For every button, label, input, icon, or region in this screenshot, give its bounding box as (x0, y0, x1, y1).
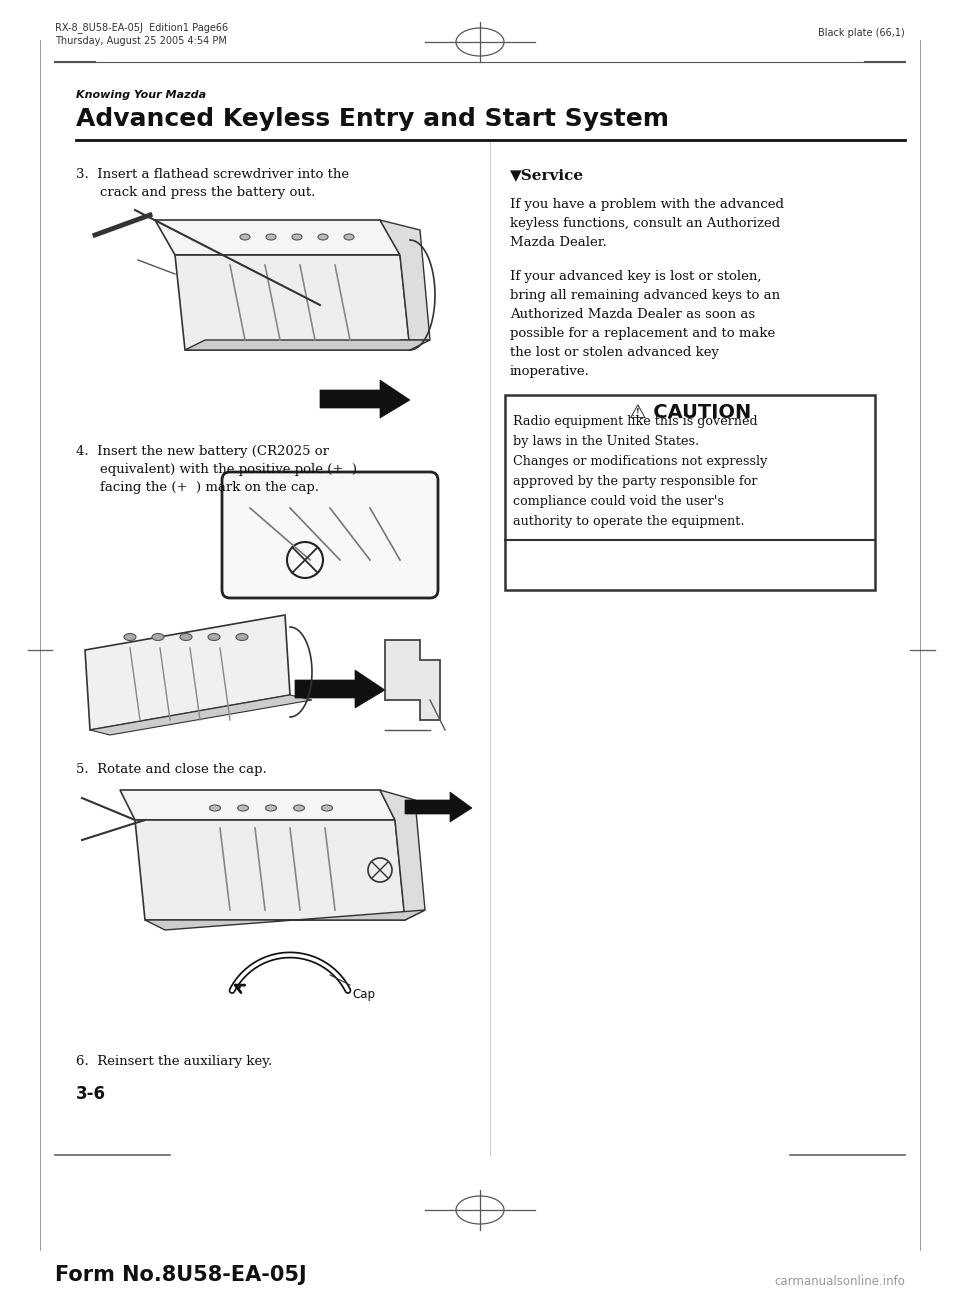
Polygon shape (380, 790, 425, 921)
Polygon shape (185, 340, 430, 350)
Ellipse shape (294, 806, 304, 811)
Text: 4.  Insert the new battery (CR2025 or: 4. Insert the new battery (CR2025 or (76, 445, 329, 458)
Polygon shape (120, 790, 395, 820)
Polygon shape (320, 380, 410, 418)
Polygon shape (85, 615, 290, 731)
Text: compliance could void the user's: compliance could void the user's (513, 495, 724, 508)
Ellipse shape (344, 234, 354, 240)
Ellipse shape (236, 634, 248, 640)
Text: carmanualsonline.info: carmanualsonline.info (774, 1275, 905, 1288)
Text: 3-6: 3-6 (76, 1085, 106, 1103)
Polygon shape (175, 255, 410, 350)
Text: ⚠ CAUTION: ⚠ CAUTION (629, 403, 751, 422)
Polygon shape (385, 640, 440, 720)
Text: RX-8_8U58-EA-05J  Edition1 Page66: RX-8_8U58-EA-05J Edition1 Page66 (55, 22, 228, 32)
Text: Thursday, August 25 2005 4:54 PM: Thursday, August 25 2005 4:54 PM (55, 36, 227, 47)
Ellipse shape (237, 806, 249, 811)
Ellipse shape (240, 234, 250, 240)
Text: possible for a replacement and to make: possible for a replacement and to make (510, 327, 776, 340)
Text: inoperative.: inoperative. (510, 365, 589, 378)
Text: ▼Service: ▼Service (510, 168, 584, 182)
Ellipse shape (266, 234, 276, 240)
Ellipse shape (209, 806, 221, 811)
FancyBboxPatch shape (222, 472, 438, 597)
Text: Radio equipment like this is governed: Radio equipment like this is governed (513, 415, 757, 428)
Text: Form No.8U58-EA-05J: Form No.8U58-EA-05J (55, 1265, 306, 1285)
Text: Advanced Keyless Entry and Start System: Advanced Keyless Entry and Start System (76, 107, 669, 131)
Text: Black plate (66,1): Black plate (66,1) (818, 28, 905, 37)
Text: Mazda Dealer.: Mazda Dealer. (510, 237, 607, 250)
Ellipse shape (292, 234, 302, 240)
Text: If your advanced key is lost or stolen,: If your advanced key is lost or stolen, (510, 270, 761, 283)
Ellipse shape (318, 234, 328, 240)
Polygon shape (405, 793, 472, 822)
Bar (505, 394, 875, 590)
Polygon shape (135, 820, 405, 921)
Text: Cap: Cap (352, 988, 375, 1001)
Polygon shape (145, 910, 425, 930)
Text: equivalent) with the positive pole (+  ): equivalent) with the positive pole (+ ) (100, 463, 357, 476)
Text: authority to operate the equipment.: authority to operate the equipment. (513, 515, 745, 528)
Text: keyless functions, consult an Authorized: keyless functions, consult an Authorized (510, 217, 780, 230)
Ellipse shape (208, 634, 220, 640)
Text: bring all remaining advanced keys to an: bring all remaining advanced keys to an (510, 290, 780, 303)
Polygon shape (295, 670, 385, 709)
Text: Changes or modifications not expressly: Changes or modifications not expressly (513, 455, 767, 468)
Text: If you have a problem with the advanced: If you have a problem with the advanced (510, 198, 784, 211)
Text: by laws in the United States.: by laws in the United States. (513, 434, 699, 447)
Polygon shape (380, 220, 430, 350)
Text: crack and press the battery out.: crack and press the battery out. (100, 186, 316, 199)
Text: the lost or stolen advanced key: the lost or stolen advanced key (510, 347, 719, 359)
Ellipse shape (180, 634, 192, 640)
Ellipse shape (124, 634, 136, 640)
Text: 5.  Rotate and close the cap.: 5. Rotate and close the cap. (76, 763, 267, 776)
Text: 6.  Reinsert the auxiliary key.: 6. Reinsert the auxiliary key. (76, 1055, 273, 1068)
Text: facing the (+  ) mark on the cap.: facing the (+ ) mark on the cap. (100, 481, 319, 494)
Ellipse shape (322, 806, 332, 811)
Polygon shape (90, 696, 312, 734)
Polygon shape (155, 220, 400, 255)
Ellipse shape (152, 634, 164, 640)
Ellipse shape (266, 806, 276, 811)
Text: 3.  Insert a flathead screwdriver into the: 3. Insert a flathead screwdriver into th… (76, 168, 349, 181)
Text: approved by the party responsible for: approved by the party responsible for (513, 475, 757, 487)
Text: Authorized Mazda Dealer as soon as: Authorized Mazda Dealer as soon as (510, 308, 756, 321)
Text: Knowing Your Mazda: Knowing Your Mazda (76, 91, 206, 100)
